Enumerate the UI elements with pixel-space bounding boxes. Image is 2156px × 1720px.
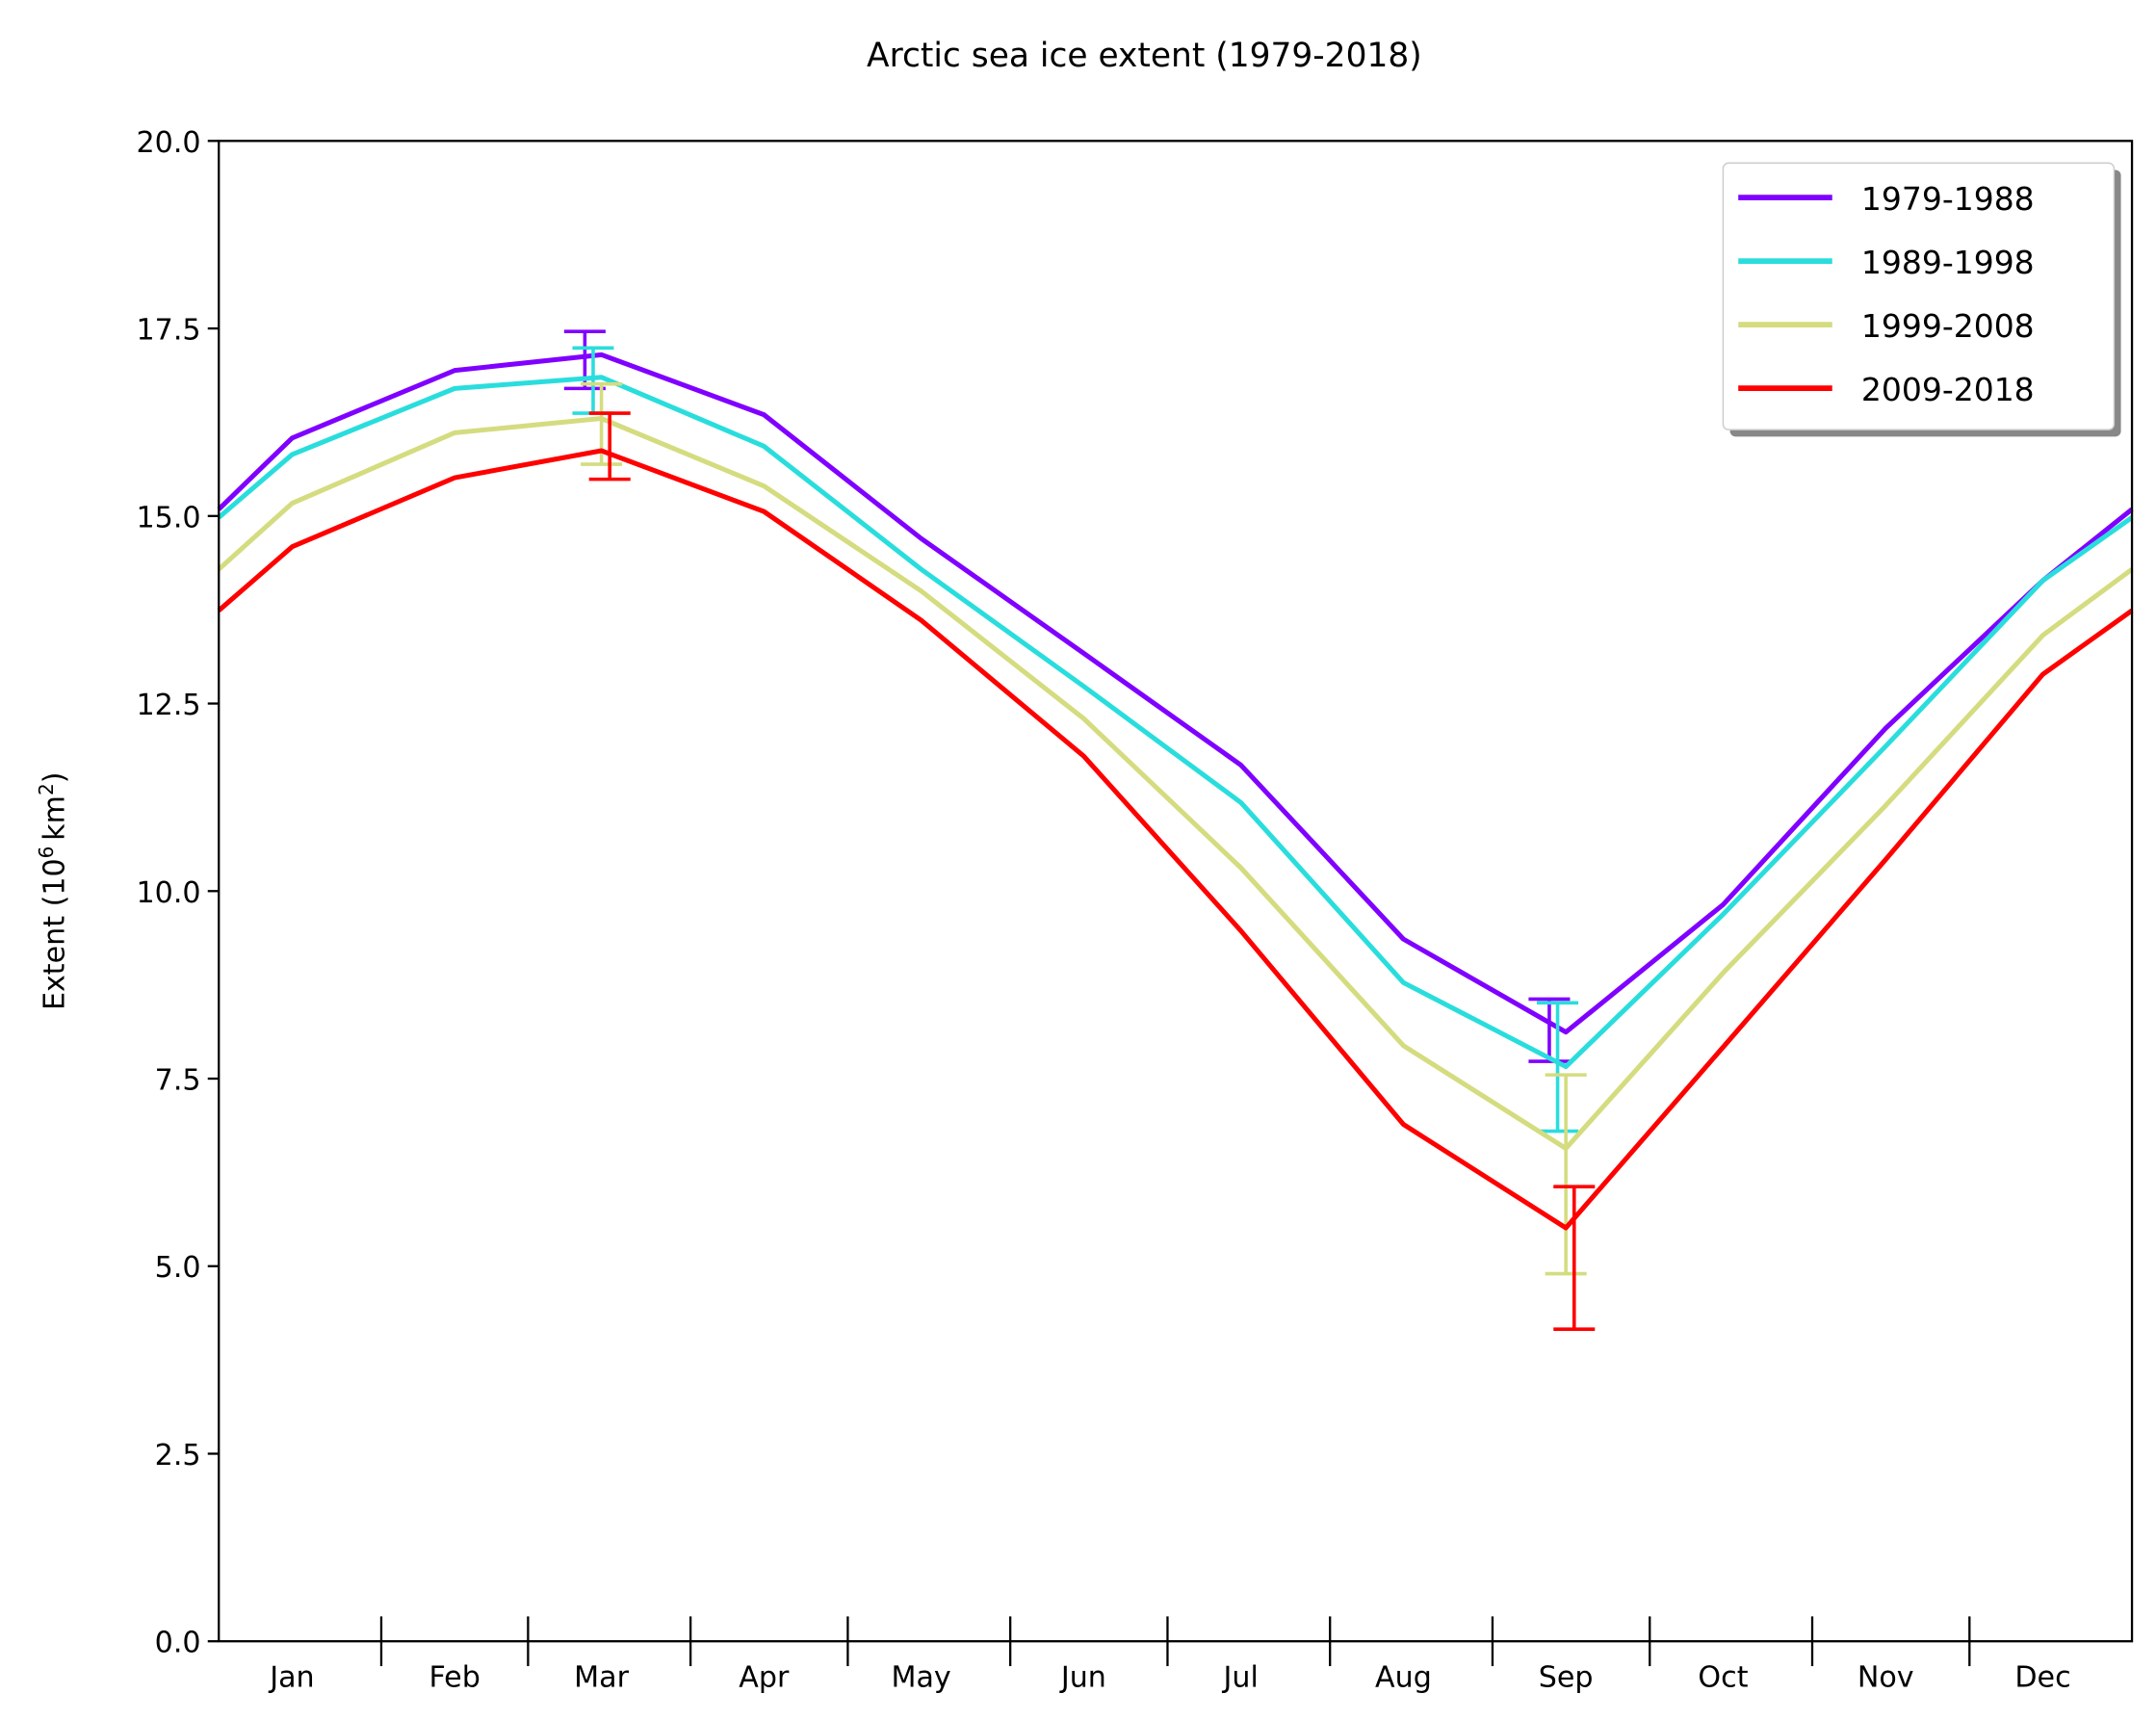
x-tick-label: Dec bbox=[2014, 1661, 2070, 1695]
series-line-2009-2018 bbox=[217, 448, 2134, 1231]
y-axis: 0.0 2.5 5.0 7.5 10.0 12.5 15.0 17.5 20.0 bbox=[137, 126, 220, 1660]
x-tick-label: Nov bbox=[1857, 1661, 1914, 1695]
legend-label: 1989-1998 bbox=[1861, 244, 2035, 281]
y-tick-label: 7.5 bbox=[155, 1063, 201, 1097]
x-tick-label: Apr bbox=[739, 1661, 790, 1695]
legend-label: 1979-1988 bbox=[1861, 180, 2035, 218]
error-bar bbox=[1528, 997, 1571, 1063]
legend-label: 1999-2008 bbox=[1861, 307, 2035, 345]
y-tick-label: 10.0 bbox=[137, 876, 201, 910]
x-axis: Jan Feb Mar Apr May Jun Jul Aug Sep Oct Nov Dec bbox=[268, 1616, 2071, 1695]
x-tick-label: Sep bbox=[1539, 1661, 1594, 1695]
x-tick-label: Oct bbox=[1698, 1661, 1748, 1695]
y-tick-label: 2.5 bbox=[155, 1439, 201, 1472]
x-tick-label: Jun bbox=[1059, 1661, 1106, 1695]
series-line-1999-2008 bbox=[217, 416, 2134, 1151]
legend-label: 2009-2018 bbox=[1861, 371, 2035, 408]
y-tick-label: 20.0 bbox=[137, 126, 201, 160]
legend: 1979-1988 1989-1998 1999-2008 2009-2018 bbox=[1722, 162, 2121, 437]
error-bar bbox=[1537, 1001, 1579, 1134]
y-tick-label: 17.5 bbox=[137, 314, 201, 348]
error-bar bbox=[1553, 1185, 1596, 1331]
chart-title: Arctic sea ice extent (1979-2018) bbox=[867, 37, 1422, 75]
x-tick-label: Mar bbox=[574, 1661, 629, 1695]
y-tick-label: 5.0 bbox=[155, 1251, 201, 1285]
series-line-1989-1998 bbox=[217, 375, 2134, 1070]
plot-area bbox=[217, 329, 2134, 1331]
x-tick-label: May bbox=[892, 1661, 951, 1695]
x-tick-label: Jul bbox=[1222, 1661, 1259, 1695]
x-tick-label: Feb bbox=[429, 1661, 481, 1695]
y-tick-label: 0.0 bbox=[155, 1627, 201, 1660]
x-tick-label: Jan bbox=[268, 1661, 314, 1695]
legend-box bbox=[1722, 162, 2116, 430]
series-line-1979-1988 bbox=[217, 352, 2134, 1035]
y-axis-label: Extent (106km2) bbox=[35, 772, 71, 1011]
y-tick-label: 12.5 bbox=[137, 689, 201, 722]
error-bar bbox=[588, 411, 631, 482]
x-tick-label: Aug bbox=[1375, 1661, 1432, 1695]
y-tick-label: 15.0 bbox=[137, 501, 201, 534]
error-bar bbox=[1545, 1073, 1587, 1276]
